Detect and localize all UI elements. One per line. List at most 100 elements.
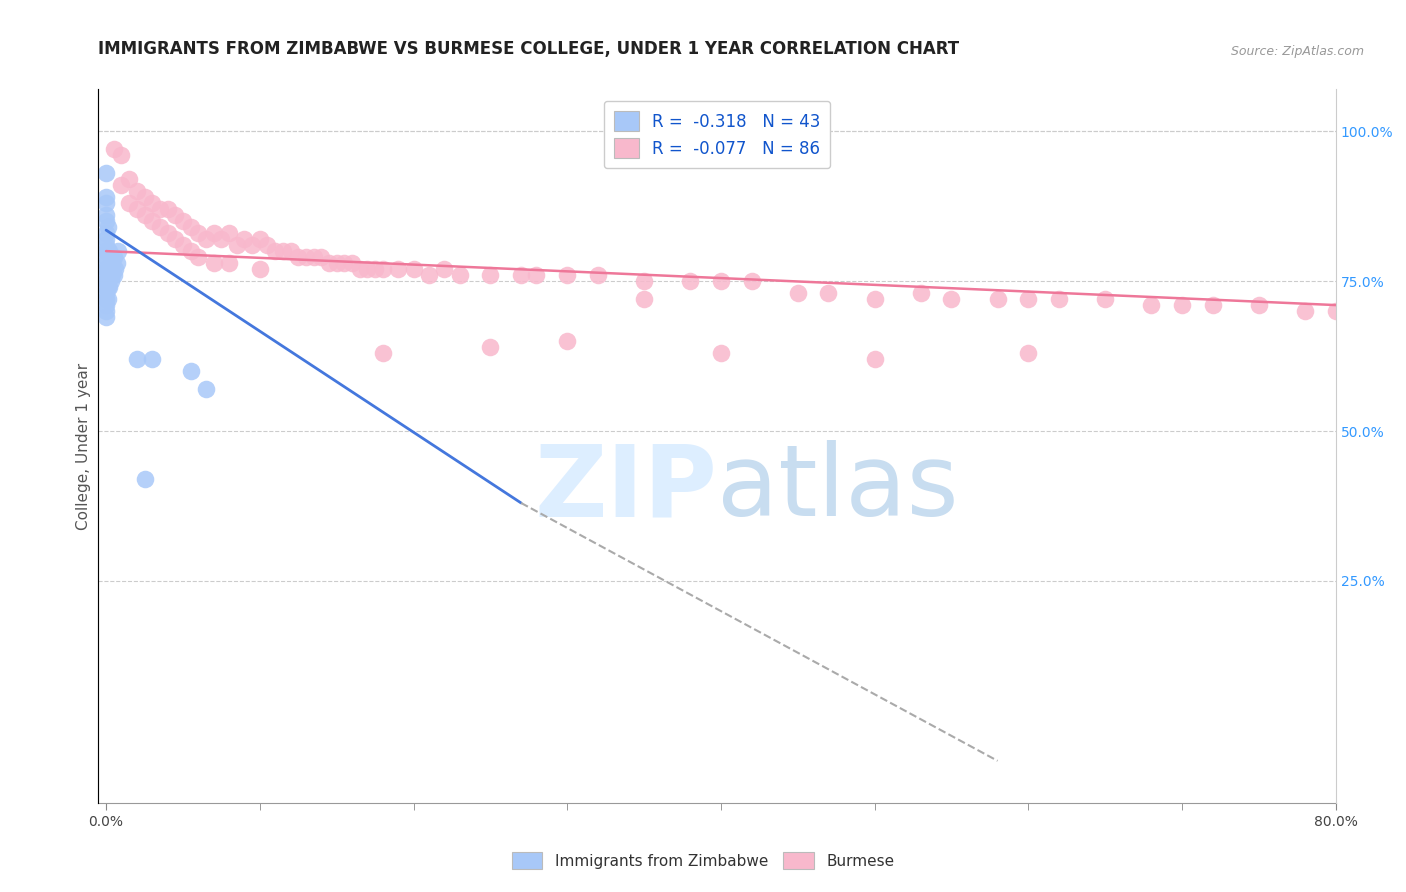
Point [94,298,117,312]
Point [94,250,117,264]
Point [149,220,172,235]
Point [103,142,125,156]
Point [97,220,120,235]
Point [94,232,117,246]
Point [98,244,121,259]
Point [311,250,333,264]
Point [187,250,209,264]
Point [94,208,117,222]
Point [195,382,218,396]
Point [941,292,963,306]
Point [105,256,128,270]
Point [156,226,179,240]
Point [280,244,302,259]
Point [97,244,120,259]
Point [218,226,240,240]
Point [264,244,287,259]
Point [302,250,325,264]
Point [118,172,141,186]
Point [134,208,156,222]
Point [910,286,932,301]
Point [97,280,120,294]
Point [586,268,609,282]
Point [349,262,371,277]
Point [94,166,117,180]
Legend: R =  -0.318   N = 43, R =  -0.077   N = 86: R = -0.318 N = 43, R = -0.077 N = 86 [603,101,831,169]
Point [94,226,117,240]
Point [387,262,409,277]
Point [364,262,387,277]
Point [187,226,209,240]
Point [1047,292,1070,306]
Point [863,352,886,367]
Point [1324,304,1347,318]
Point [97,262,120,277]
Point [100,250,122,264]
Point [180,364,202,378]
Point [256,238,278,252]
Point [97,274,120,288]
Point [125,352,148,367]
Point [218,256,240,270]
Point [149,202,172,216]
Point [741,274,763,288]
Point [141,196,163,211]
Point [94,262,117,277]
Point [249,262,271,277]
Point [333,256,356,270]
Point [94,286,117,301]
Point [94,190,117,204]
Point [863,292,886,306]
Point [240,238,263,252]
Point [418,268,440,282]
Point [318,256,340,270]
Point [1094,292,1116,306]
Point [141,214,163,228]
Point [1294,304,1316,318]
Point [479,340,502,354]
Point [172,238,194,252]
Point [100,274,122,288]
Point [287,250,309,264]
Text: IMMIGRANTS FROM ZIMBABWE VS BURMESE COLLEGE, UNDER 1 YEAR CORRELATION CHART: IMMIGRANTS FROM ZIMBABWE VS BURMESE COLL… [98,40,959,58]
Y-axis label: College, Under 1 year: College, Under 1 year [76,362,91,530]
Point [98,280,121,294]
Point [107,244,129,259]
Point [110,178,132,193]
Point [172,214,194,228]
Point [1202,298,1225,312]
Point [94,214,117,228]
Point [710,346,733,360]
Point [134,190,156,204]
Point [104,262,127,277]
Point [555,268,578,282]
Point [101,256,124,270]
Legend: Immigrants from Zimbabwe, Burmese: Immigrants from Zimbabwe, Burmese [506,846,900,875]
Point [125,184,148,198]
Point [1171,298,1194,312]
Point [209,232,232,246]
Point [510,268,533,282]
Point [202,226,225,240]
Point [94,274,117,288]
Point [1247,298,1270,312]
Point [94,268,117,282]
Point [225,238,247,252]
Point [633,274,655,288]
Point [94,196,117,211]
Point [165,232,187,246]
Point [195,232,218,246]
Text: Source: ZipAtlas.com: Source: ZipAtlas.com [1230,45,1364,58]
Point [94,280,117,294]
Text: ZIP: ZIP [534,441,717,537]
Point [94,292,117,306]
Point [356,262,378,277]
Point [134,472,156,486]
Point [94,310,117,324]
Point [1017,346,1039,360]
Point [555,334,578,348]
Point [97,292,120,306]
Point [94,238,117,252]
Point [233,232,256,246]
Point [271,244,294,259]
